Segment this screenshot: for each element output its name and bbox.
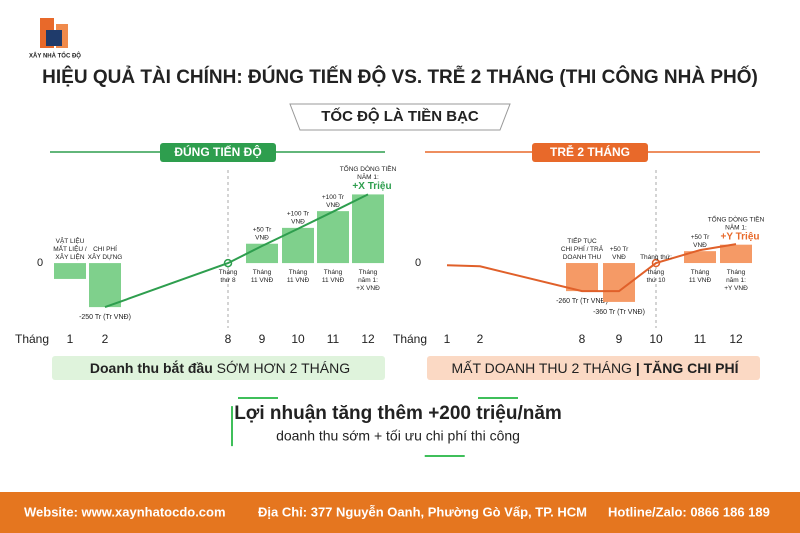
inner-label: Tháng <box>727 269 746 276</box>
annotation: MẮT LIỆU / <box>53 244 87 253</box>
x-tick-label: 11 <box>327 332 340 346</box>
bar <box>246 243 278 264</box>
bar <box>720 244 752 264</box>
inner-label: Tháng <box>289 269 308 276</box>
annotation: Tháng thứ: <box>640 254 672 261</box>
x-tick-label: 10 <box>649 332 663 346</box>
inner-label: Tháng <box>219 269 238 276</box>
chart-title: TRỄ 2 THÁNG <box>550 144 630 159</box>
inner-label: Tháng <box>359 269 378 276</box>
inner-label: tháng <box>648 269 665 276</box>
subtitle-box <box>289 103 511 131</box>
header-pill <box>532 143 648 162</box>
x-tick-label: 9 <box>616 332 623 346</box>
x-tick-label: 12 <box>729 332 743 346</box>
inner-label: 11 VNĐ <box>322 277 345 284</box>
bar <box>54 263 86 279</box>
annotation: +100 Tr <box>322 194 345 201</box>
x-tick-label: 8 <box>225 332 232 346</box>
value-label: -250 Tr (Tr VNĐ) <box>79 314 131 321</box>
annotation: +50 Tr <box>610 246 629 253</box>
footer-bar <box>0 492 800 533</box>
annotation: VNĐ <box>291 219 305 226</box>
value-label: -360 Tr (Tr VNĐ) <box>593 309 645 316</box>
subtitle: TỐC ĐỘ LÀ TIỀN BẠC <box>321 107 479 125</box>
x-tick-label: 8 <box>579 332 586 346</box>
y-tick-label: 0 <box>415 257 421 269</box>
annotation: +50 Tr <box>253 226 272 233</box>
banner <box>52 356 385 380</box>
annotation: VNĐ <box>255 234 269 241</box>
bar <box>566 263 598 292</box>
annotation: VNĐ <box>326 202 340 209</box>
banner-text: MẤT DOANH THU 2 THÁNG | TĂNG CHI PHÍ <box>451 360 739 376</box>
inner-label: 11 VNĐ <box>287 277 310 284</box>
x-tick-label: 1 <box>67 332 74 346</box>
bar <box>317 211 349 264</box>
inner-label: thứ 8 <box>220 277 236 284</box>
inner-label: Tháng <box>253 269 272 276</box>
banner-part: | TĂNG CHI PHÍ <box>632 360 740 376</box>
banner-text: Doanh thu bắt đầu SỚM HƠN 2 THÁNG <box>90 359 350 376</box>
annotation: DOANH THU <box>563 254 602 261</box>
annotation: +100 Tr <box>287 211 310 218</box>
x-axis-label: Tháng <box>15 332 49 346</box>
result-detail: doanh thu sớm + tối ưu chi phí thi công <box>276 428 520 444</box>
logo: XÂY NHÀ TỐC ĐỘ <box>29 18 81 60</box>
bar <box>352 194 384 264</box>
annotation: NĂM 1: <box>725 222 747 231</box>
annotation: VẬT LIỆU <box>56 236 85 245</box>
header-pill <box>160 143 276 162</box>
chart-title: ĐÚNG TIẾN ĐỘ <box>174 144 261 159</box>
inner-label: +X VNĐ <box>356 285 380 292</box>
x-tick-label: 2 <box>102 332 109 346</box>
footer-hotline: Hotline/Zalo: 0866 186 189 <box>608 504 770 519</box>
inner-label: Tháng <box>324 269 343 276</box>
bar <box>89 263 121 308</box>
annotation: NĂM 1: <box>357 172 379 181</box>
line <box>446 243 737 293</box>
inner-label: Tháng <box>691 269 710 276</box>
x-tick-label: 1 <box>444 332 451 346</box>
annotation: XÂY DỰNG <box>88 252 123 261</box>
annotation: VNĐ <box>693 242 707 249</box>
bar <box>684 251 716 264</box>
highlight: +X Triệu <box>352 181 391 192</box>
x-tick-label: 10 <box>291 332 305 346</box>
inner-label: 11 VNĐ <box>251 277 274 284</box>
x-axis-label: Tháng <box>393 332 427 346</box>
footer-website: Website: www.xaynhatocdo.com <box>24 504 226 519</box>
highlight: +Y Triệu <box>720 231 759 242</box>
inner-label: 11 VNĐ <box>689 277 712 284</box>
banner-part: Doanh thu bắt đầu <box>90 359 217 376</box>
x-tick-label: 11 <box>694 332 707 346</box>
result-box <box>231 397 566 457</box>
logo-text: XÂY NHÀ TỐC ĐỘ <box>29 52 81 60</box>
y-tick-label: 0 <box>37 257 43 269</box>
result-headline: Lợi nhuận tăng thêm +200 triệu/năm <box>234 403 562 424</box>
annotation: TỔNG DÒNG TIỀN <box>340 163 397 173</box>
x-tick-label: 12 <box>361 332 375 346</box>
inner-label: +Y VNĐ <box>724 285 748 292</box>
x-tick-label: 2 <box>477 332 484 346</box>
inner-label: năm 1: <box>726 277 746 284</box>
inner-label: thứ 10 <box>647 277 666 284</box>
annotation: XÂY LIỆN <box>55 252 84 261</box>
annotation: +50 Tr <box>691 234 710 241</box>
title: HIỆU QUẢ TÀI CHÍNH: ĐÚNG TIẾN ĐỘ VS. TRỄ… <box>42 66 758 88</box>
annotation: TỔNG DÒNG TIỀN <box>708 213 765 223</box>
banner-part: SỚM HƠN 2 THÁNG <box>217 360 350 376</box>
inner-label: năm 1: <box>358 277 378 284</box>
line <box>104 193 369 309</box>
value-label: -260 Tr (Tr VNĐ) <box>556 298 608 305</box>
banner <box>427 356 760 380</box>
footer-address: Địa Chỉ: 377 Nguyễn Oanh, Phường Gò Vấp,… <box>258 504 587 519</box>
banner-part: MẤT DOANH THU 2 THÁNG <box>451 360 631 376</box>
x-tick-label: 9 <box>259 332 266 346</box>
annotation: VNĐ <box>612 254 626 261</box>
annotation: CHI PHÍ / TRẢ <box>561 244 604 253</box>
annotation: CHI PHÍ <box>93 244 117 253</box>
annotation: TIẾP TỤC <box>567 235 597 245</box>
